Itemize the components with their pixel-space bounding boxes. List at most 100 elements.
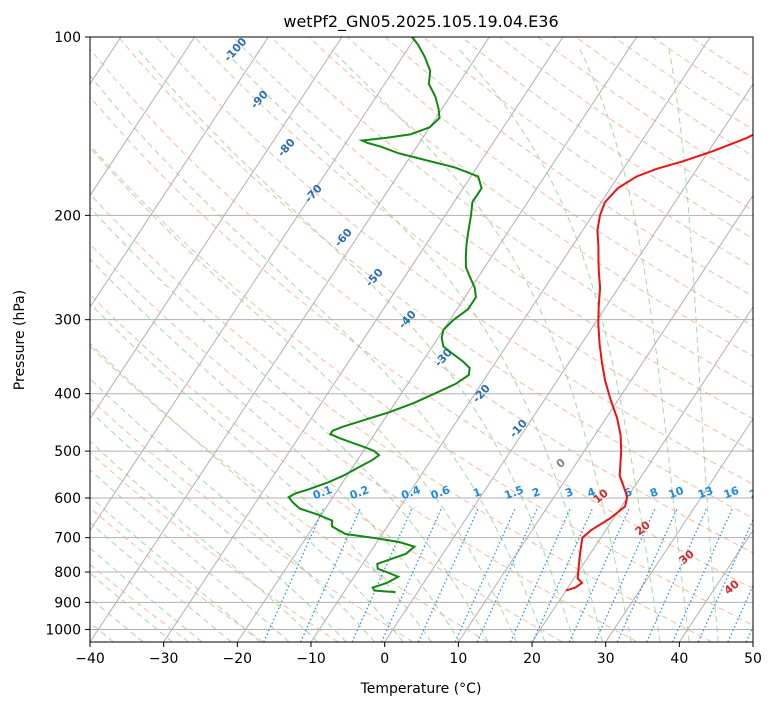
moist-adiabat-line [90, 146, 517, 642]
isotherm-gridline [457, 194, 753, 642]
x-tick-label: 0 [380, 651, 389, 667]
mixing-ratio-line [697, 518, 753, 642]
dry-adiabat-line [232, 37, 753, 420]
overlay-labels: 0.10.20.40.611.52346810131620253036-100-… [221, 37, 767, 597]
moist-adiabat-line [668, 49, 719, 642]
x-tick-label: −20 [223, 651, 253, 667]
dry-adiabat-line [90, 345, 488, 642]
mixing-ratio-line [616, 507, 678, 642]
plot-frame [89, 36, 754, 643]
dry-adiabats [90, 37, 753, 642]
y-tick-label: 1000 [45, 622, 81, 638]
dry-adiabat-line [384, 37, 753, 297]
isotherm-gridline [678, 529, 753, 642]
dewpoint-profile-line [287, 37, 483, 594]
isotherm-gridline [605, 417, 753, 642]
isotherm-gridline [163, 37, 564, 642]
mixing-ratio-line [476, 507, 538, 642]
mixing-ratio-line [299, 507, 362, 642]
mixing-ratio-label: 2 [530, 485, 542, 500]
mixing-ratio-label: 6 [622, 485, 634, 500]
isotherm-gridline [236, 37, 638, 642]
moist-adiabat-line [90, 303, 432, 642]
mixing-ratio-label: 10 [667, 484, 686, 502]
mixing-ratio-label: 0.1 [311, 483, 334, 502]
mixing-ratio-label: 1.5 [503, 483, 526, 502]
y-axis-ticks: 100 200 300 400 500 600 700 800 900 1000 [45, 30, 90, 638]
moist-adiabats [90, 49, 719, 642]
mixing-ratio-line [263, 507, 325, 642]
isotherm-gridline [90, 37, 343, 420]
isotherm-gridline [384, 83, 753, 642]
x-tick-label: 20 [523, 651, 541, 667]
y-tick-label: 100 [54, 30, 81, 46]
dry-adiabat-line [90, 293, 563, 642]
mixing-ratio-label: 20 [748, 484, 767, 502]
moist-adiabat-line [90, 378, 376, 642]
chart-title: wetPf2_GN05.2025.105.19.04.E36 [283, 12, 558, 32]
moist-adiabat-line [223, 49, 603, 642]
y-tick-label: 200 [54, 208, 81, 224]
mixing-ratio-label: 0.2 [348, 483, 371, 502]
moist-adiabat-line [90, 496, 261, 642]
dry-adiabat-line [90, 451, 339, 642]
x-tick-label: 10 [449, 651, 467, 667]
plot-area: 0.10.20.40.611.52346810131620253036-100-… [90, 37, 767, 642]
dry-adiabat-line [117, 37, 753, 519]
isotherm-gridline [531, 306, 753, 642]
dry-adiabat-line [308, 37, 753, 357]
moist-adiabat-line [579, 49, 690, 642]
y-tick-label: 900 [54, 595, 81, 611]
mixing-ratio-line [568, 507, 630, 642]
moist-adiabat-line [90, 342, 404, 642]
moist-adiabat-line [331, 49, 632, 642]
y-tick-label: 600 [54, 491, 81, 507]
isotherm-gridline [90, 37, 490, 642]
x-tick-label: −40 [75, 651, 105, 667]
y-tick-label: 500 [54, 444, 81, 460]
y-tick-label: 800 [54, 565, 81, 581]
mixing-ratio-line [509, 507, 572, 642]
y-tick-label: 700 [54, 531, 81, 547]
mixing-ratio-label: 13 [696, 484, 715, 501]
dry-adiabat-line [90, 507, 264, 642]
mixing-ratio-line [727, 584, 753, 642]
y-tick-label: 400 [54, 387, 81, 403]
mixing-ratio-label: 0.6 [429, 483, 452, 502]
mixing-ratio-line [417, 507, 479, 642]
dry-adiabat-line [194, 37, 753, 452]
temperature-profile-line [565, 133, 753, 592]
mixing-ratio-line [454, 507, 516, 642]
moist-adiabat-line [90, 206, 489, 642]
x-axis-ticks: −40 −30 −20 −10 0 10 20 30 40 50 [75, 642, 762, 667]
moist-adiabat-line [90, 572, 173, 642]
mixing-ratio-line [671, 507, 734, 642]
mixing-ratio-line [532, 507, 594, 642]
mixing-ratio-label: 1 [471, 485, 483, 500]
x-tick-label: 30 [597, 651, 615, 667]
y-tick-label: 300 [54, 313, 81, 329]
isotherm-gridline [90, 37, 417, 532]
mixing-ratio-line [351, 507, 413, 642]
moist-adiabat-line [137, 49, 575, 642]
x-tick-label: 50 [744, 651, 762, 667]
moist-adiabat-line [90, 440, 319, 642]
dry-adiabat-line [156, 37, 753, 485]
mixing-ratio-line [594, 507, 656, 642]
moist-adiabat-line [90, 469, 290, 642]
moist-adiabat-line [458, 49, 661, 642]
mixing-ratio-line [381, 507, 443, 642]
x-axis-label: Temperature (°C) [360, 681, 482, 697]
dry-adiabat-line [90, 96, 753, 590]
isotherm-gridline [90, 37, 269, 309]
mixing-ratio-label: 3 [563, 485, 575, 500]
mixing-ratio-label: 0.4 [400, 483, 423, 502]
isobar-grid [90, 37, 753, 630]
moist-adiabat-line [90, 597, 144, 642]
dry-adiabat-line [90, 144, 753, 626]
moist-adiabat-line [90, 522, 232, 642]
mixing-ratio-label: 4 [586, 485, 598, 500]
x-tick-label: 40 [670, 651, 688, 667]
y-axis-label: Pressure (hPa) [12, 290, 28, 390]
